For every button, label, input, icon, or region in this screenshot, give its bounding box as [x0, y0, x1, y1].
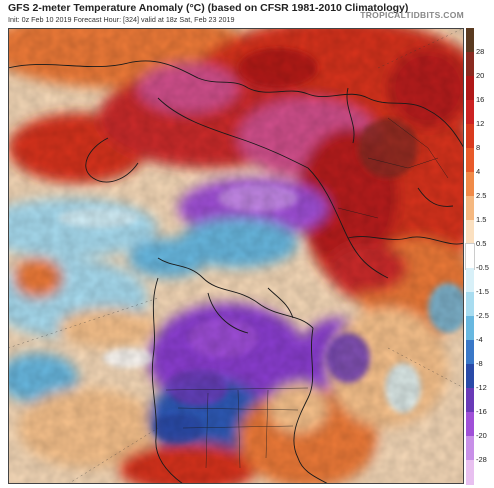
field-texture: [8, 28, 464, 484]
legend-label: 2.5: [476, 191, 487, 200]
legend-label: -2.5: [476, 311, 489, 320]
legend-label: 28: [476, 47, 485, 56]
legend-label: 0.5: [476, 239, 487, 248]
legend-label: -8: [476, 359, 483, 368]
color-legend: 28 20 16 12 8 4 2.5 1.5 0.5 -0.5 -1.5 -2.5 -4 -8 -12 -1…: [465, 28, 492, 485]
legend-swatch: [466, 100, 474, 125]
legend-swatch: [466, 76, 474, 101]
legend-label: -1.5: [476, 287, 489, 296]
legend-swatch: [466, 340, 474, 365]
legend-swatch: [466, 28, 474, 53]
legend-swatch: [466, 388, 474, 413]
map-frame: [8, 28, 464, 484]
legend-swatch: [466, 412, 474, 437]
map-header: GFS 2-meter Temperature Anomaly (°C) (ba…: [0, 0, 494, 27]
temperature-anomaly-map: [8, 28, 464, 484]
legend-swatch: [466, 460, 474, 485]
legend-swatch: [466, 364, 474, 389]
legend-swatch: [465, 243, 475, 270]
legend-label: 12: [476, 119, 485, 128]
legend-swatch: [466, 52, 474, 77]
legend-label: 4: [476, 167, 481, 176]
legend-label: -28: [476, 455, 487, 464]
political-borders: [165, 117, 449, 469]
legend-label: 1.5: [476, 215, 487, 224]
legend-label: -20: [476, 431, 487, 440]
legend-label: 16: [476, 95, 485, 104]
legend-label: 20: [476, 71, 485, 80]
brand-label: TROPICALTIDBITS.COM: [360, 10, 464, 20]
legend-swatch: [466, 124, 474, 149]
legend-label: -16: [476, 407, 487, 416]
legend-swatch: [466, 196, 474, 221]
map-subtitle: Init: 0z Feb 10 2019 Forecast Hour: [324…: [8, 15, 235, 24]
legend-swatch: [466, 268, 474, 293]
legend-swatch: [466, 148, 474, 173]
legend-swatch: [466, 436, 474, 461]
legend-label: -4: [476, 335, 483, 344]
legend-swatch: [466, 292, 474, 317]
legend-label: -0.5: [476, 263, 489, 272]
legend-label: -12: [476, 383, 487, 392]
legend-swatch: [466, 220, 474, 245]
map-title: GFS 2-meter Temperature Anomaly (°C) (ba…: [8, 2, 409, 14]
graticule: [8, 28, 464, 484]
legend-label: 8: [476, 143, 481, 152]
coastlines: [8, 60, 464, 484]
legend-swatch: [466, 172, 474, 197]
legend-swatch: [466, 316, 474, 341]
